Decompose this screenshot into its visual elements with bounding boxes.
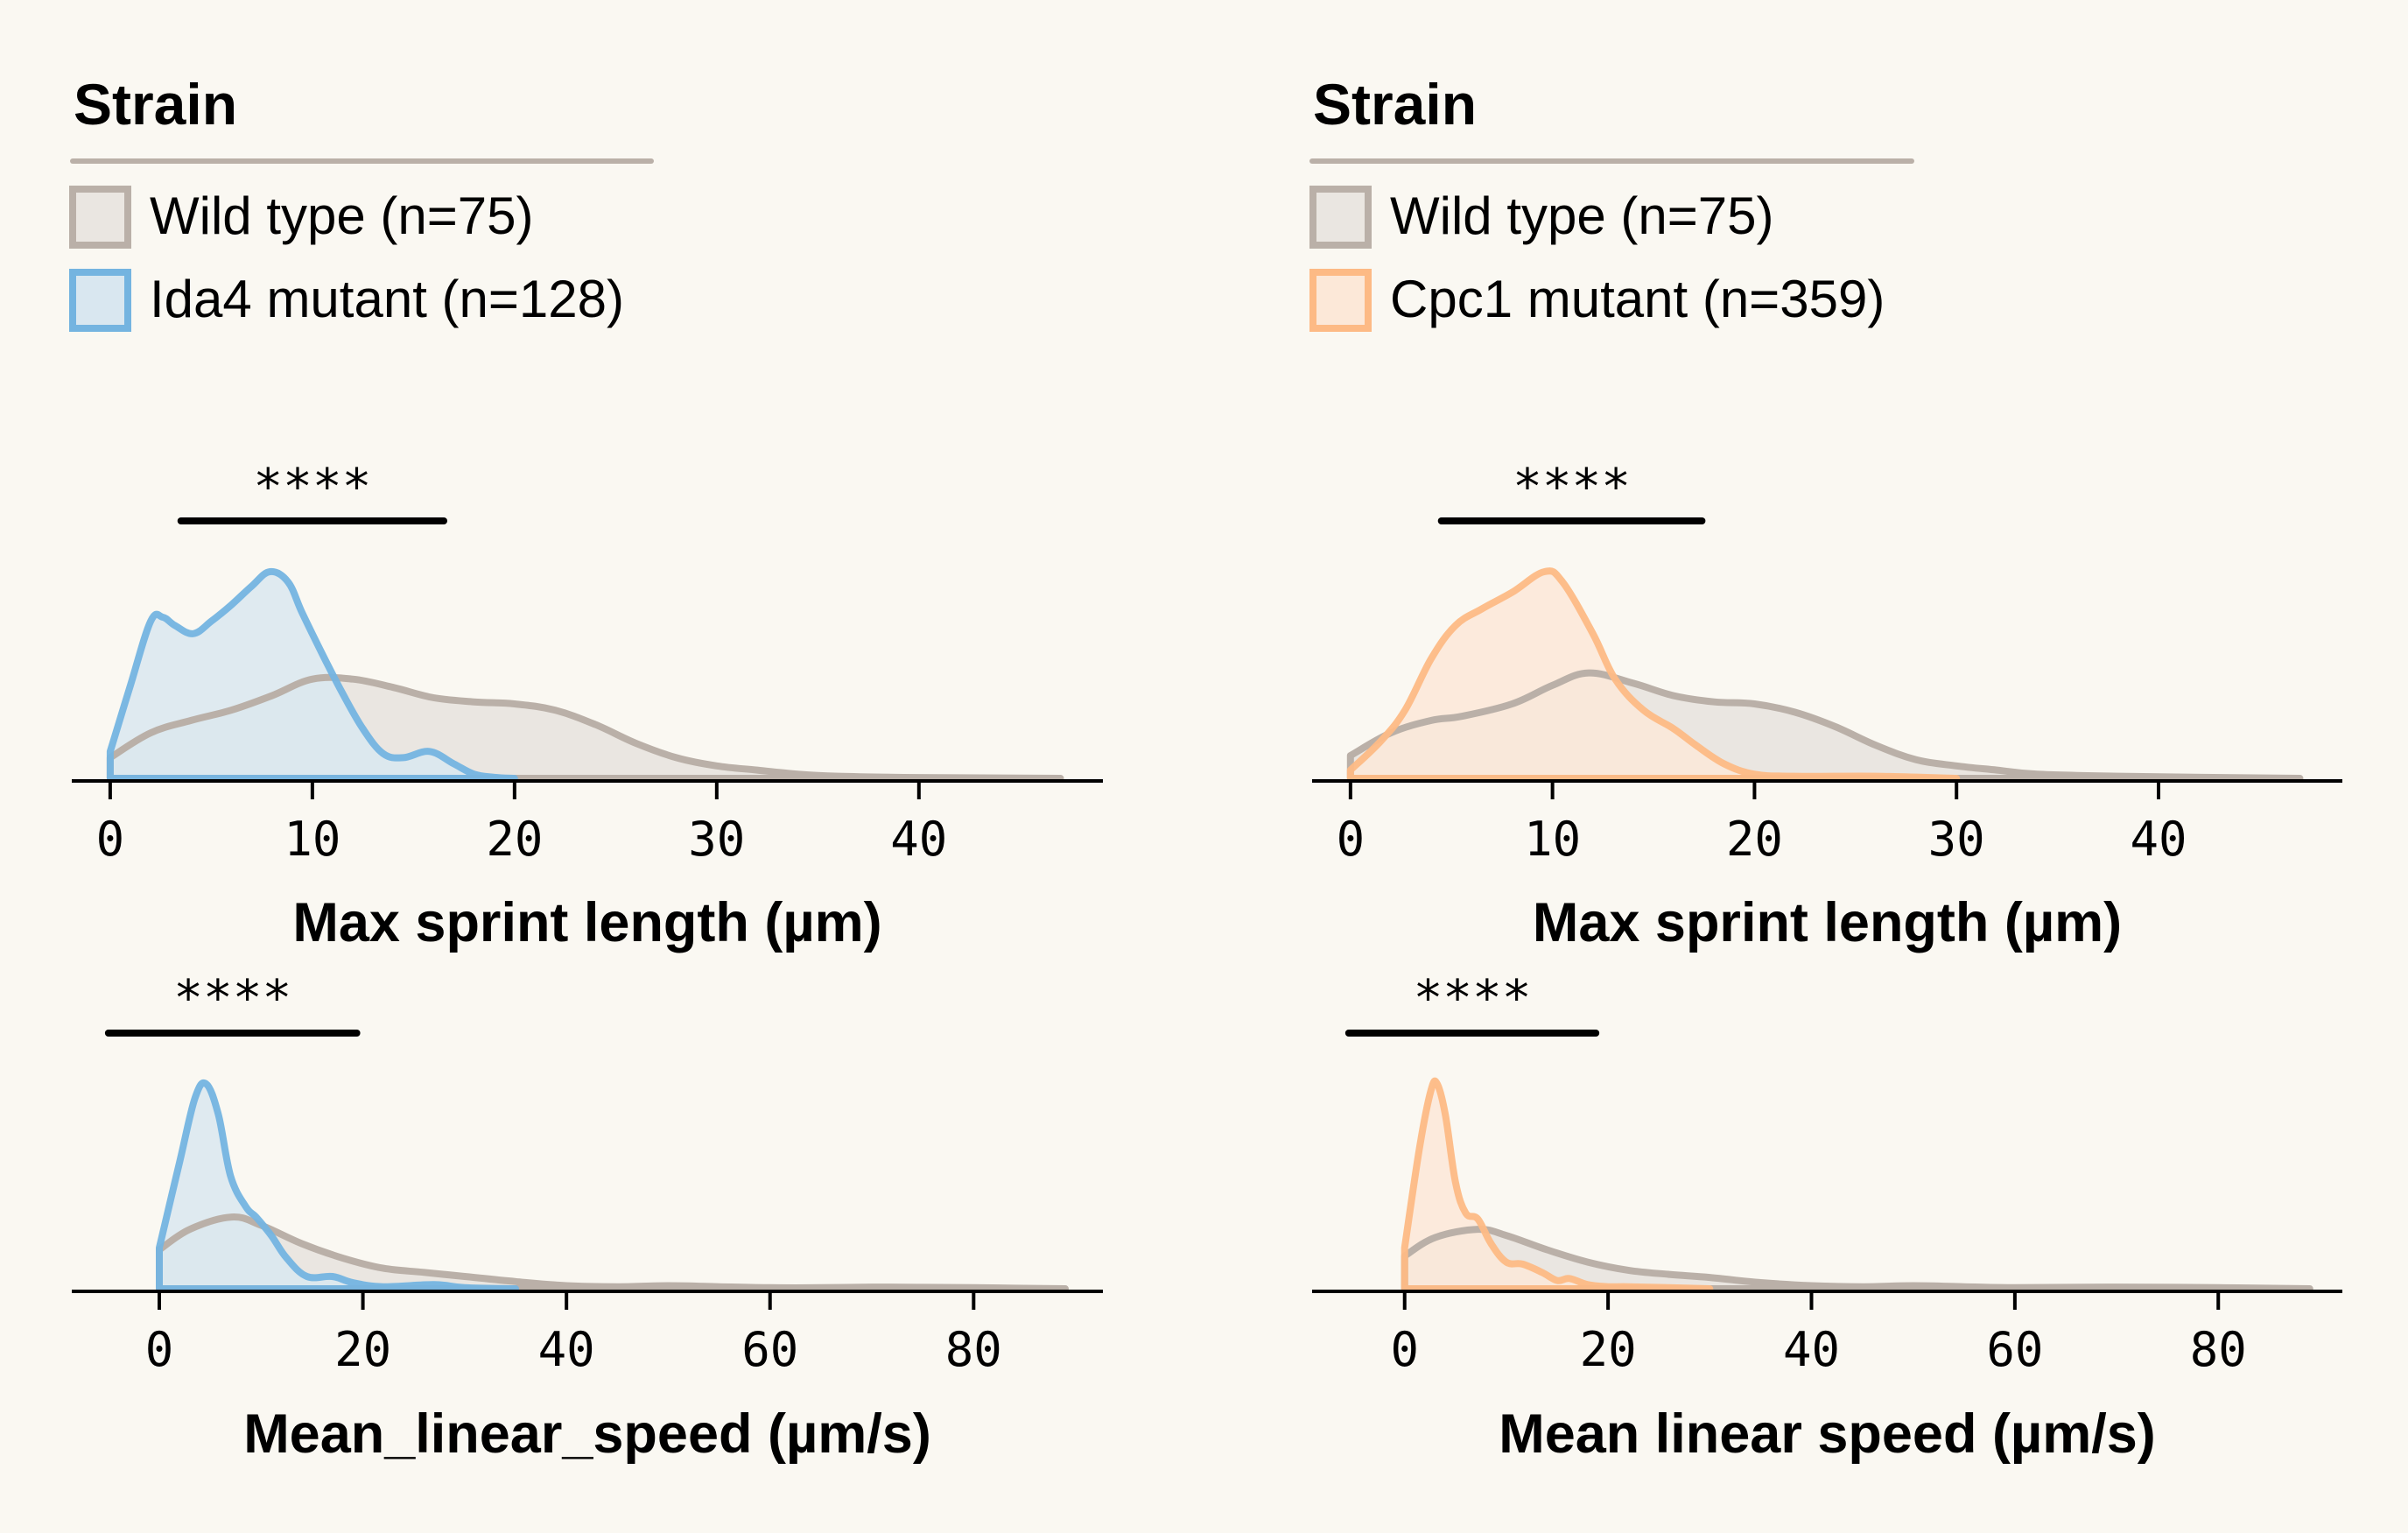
x-axis-title: Mean linear speed (µm/s) xyxy=(1499,1403,2156,1465)
x-axis-title: Max sprint length (µm) xyxy=(1533,892,2122,953)
legend-swatch-wild-type xyxy=(1309,186,1372,249)
x-axis-ticks: 0 10 20 30 40 xyxy=(96,781,947,867)
legend-swatch-wild-type xyxy=(69,186,131,249)
panel-bottom-right: 0 20 40 60 80 **** Mean linear speed (µm/s) xyxy=(1312,970,2342,1465)
x-axis-title: Max sprint length (µm) xyxy=(292,892,881,953)
x-tick-label: 40 xyxy=(538,1322,595,1377)
x-tick-label: 40 xyxy=(1783,1322,1840,1377)
legend-label-wild-type: Wild type (n=75) xyxy=(1390,186,1774,245)
density-line-ida4 xyxy=(156,1079,519,1292)
density-area-ida4 xyxy=(159,1082,516,1289)
x-tick-label: 30 xyxy=(688,812,745,867)
x-tick-label: 0 xyxy=(1390,1322,1419,1377)
x-tick-label: 60 xyxy=(741,1322,798,1377)
density-line-ida4 xyxy=(106,567,518,782)
x-tick-label: 10 xyxy=(284,812,340,867)
density-area-cpc1 xyxy=(1404,1080,1710,1289)
x-tick-label: 20 xyxy=(1726,812,1783,867)
x-tick-label: 0 xyxy=(1337,812,1365,867)
density-area-cpc1 xyxy=(1350,571,1957,778)
legend-left: Strain Wild type (n=75) Ida4 mutant (n=1… xyxy=(69,72,654,332)
x-axis-ticks: 0 20 40 60 80 xyxy=(145,1291,1002,1377)
density-line-cpc1 xyxy=(1401,1077,1714,1292)
x-tick-label: 40 xyxy=(890,812,947,867)
x-tick-label: 0 xyxy=(145,1322,174,1377)
density-line-wild_type xyxy=(1346,669,2304,782)
density-curves xyxy=(106,567,1064,782)
legend-swatch-cpc1 xyxy=(1309,269,1372,332)
density-line-wild_type xyxy=(106,673,1064,782)
legend-right: Strain Wild type (n=75) Cpc1 mutant (n=3… xyxy=(1309,72,1914,332)
x-axis-ticks: 0 10 20 30 40 xyxy=(1337,781,2187,867)
legend-label-ida4: Ida4 mutant (n=128) xyxy=(150,270,624,328)
legend-label-cpc1: Cpc1 mutant (n=359) xyxy=(1390,270,1885,328)
density-line-wild_type xyxy=(1401,1226,2313,1292)
legend-title: Strain xyxy=(1313,72,1477,137)
x-tick-label: 20 xyxy=(486,812,543,867)
x-tick-label: 0 xyxy=(96,812,125,867)
x-tick-label: 20 xyxy=(334,1322,391,1377)
legend-title: Strain xyxy=(74,72,237,137)
x-tick-label: 80 xyxy=(2190,1322,2247,1377)
x-tick-label: 60 xyxy=(1986,1322,2043,1377)
significance-label: **** xyxy=(173,970,291,1027)
x-axis-ticks: 0 20 40 60 80 xyxy=(1390,1291,2247,1377)
x-tick-label: 30 xyxy=(1928,812,1985,867)
density-curves xyxy=(1346,567,2304,782)
x-tick-label: 10 xyxy=(1524,812,1581,867)
panel-top-left: 0 10 20 30 40 **** Max sprint length (µm) xyxy=(72,459,1103,953)
panel-top-right: 0 10 20 30 40 **** Max sprint length (µm) xyxy=(1312,459,2342,953)
density-curves xyxy=(156,1079,1069,1292)
density-line-cpc1 xyxy=(1346,567,1961,782)
significance-label: **** xyxy=(1513,459,1631,516)
x-tick-label: 20 xyxy=(1580,1322,1637,1377)
significance-label: **** xyxy=(1414,970,1532,1027)
significance-label: **** xyxy=(253,459,371,516)
x-tick-label: 80 xyxy=(945,1322,1002,1377)
x-tick-label: 40 xyxy=(2130,812,2187,867)
density-curves xyxy=(1401,1077,2313,1292)
legend-swatch-ida4 xyxy=(69,269,131,332)
panel-bottom-left: 0 20 40 60 80 **** Mean_linear_speed (µm/s) xyxy=(72,970,1103,1465)
x-axis-title: Mean_linear_speed (µm/s) xyxy=(243,1403,931,1465)
legend-label-wild-type: Wild type (n=75) xyxy=(150,186,534,245)
